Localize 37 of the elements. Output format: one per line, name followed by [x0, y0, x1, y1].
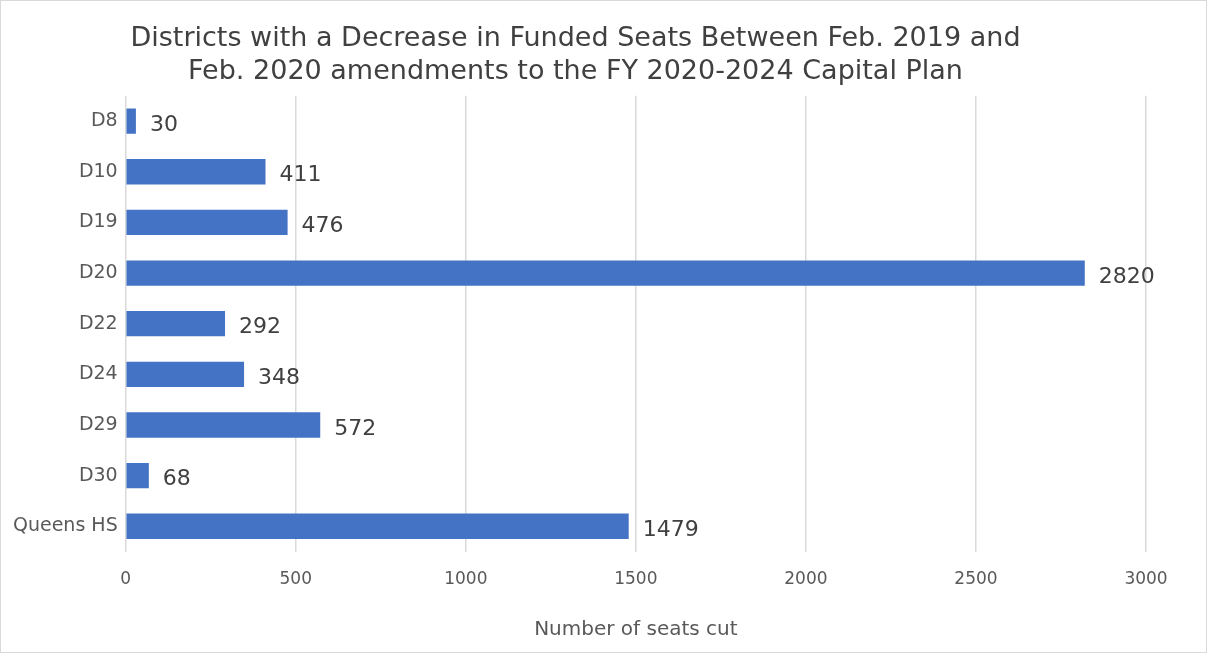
bar	[126, 311, 226, 337]
bar	[126, 260, 1085, 286]
x-tick-label: 500	[279, 568, 312, 589]
y-tick-label: D29	[78, 411, 118, 434]
y-tick-label: D19	[78, 209, 118, 232]
bar	[126, 513, 629, 539]
data-label: 572	[334, 414, 377, 440]
y-tick-label: Queens HS	[12, 513, 118, 536]
data-label: 1479	[642, 516, 699, 541]
x-tick-label: 2000	[784, 568, 828, 589]
y-tick-label: D24	[78, 361, 118, 384]
x-tick-label: 1500	[614, 568, 658, 589]
bar	[126, 361, 245, 388]
text: Feb. 2020 amendments to the FY 2020-2024 Capital Plan	[188, 53, 963, 85]
data-label: 2820	[1098, 262, 1155, 288]
bar	[126, 462, 149, 489]
x-tick-label: 3000	[1124, 568, 1168, 589]
x-axis-title: Number of seats cut	[534, 616, 738, 641]
y-tick-label: D8	[90, 108, 118, 131]
data-label: 411	[279, 161, 322, 187]
y-tick-label: D20	[78, 259, 118, 282]
data-label: 292	[239, 313, 282, 339]
x-tick-label: 2500	[954, 568, 998, 589]
x-tick-label: 1000	[444, 568, 488, 589]
bar	[126, 209, 288, 236]
data-label: 348	[258, 364, 301, 390]
bar	[126, 108, 136, 134]
text: Districts with a Decrease in Funded Seats Between Feb. 2019 and	[130, 21, 1021, 53]
bar	[126, 159, 266, 185]
x-tick-label: 0	[120, 568, 132, 589]
y-tick-label: D30	[78, 462, 118, 485]
data-label: 476	[301, 212, 344, 238]
y-tick-label: D10	[78, 158, 118, 181]
bar	[126, 412, 321, 438]
data-label: 30	[149, 110, 178, 136]
y-tick-label: D22	[78, 310, 118, 333]
data-label: 68	[162, 465, 191, 491]
